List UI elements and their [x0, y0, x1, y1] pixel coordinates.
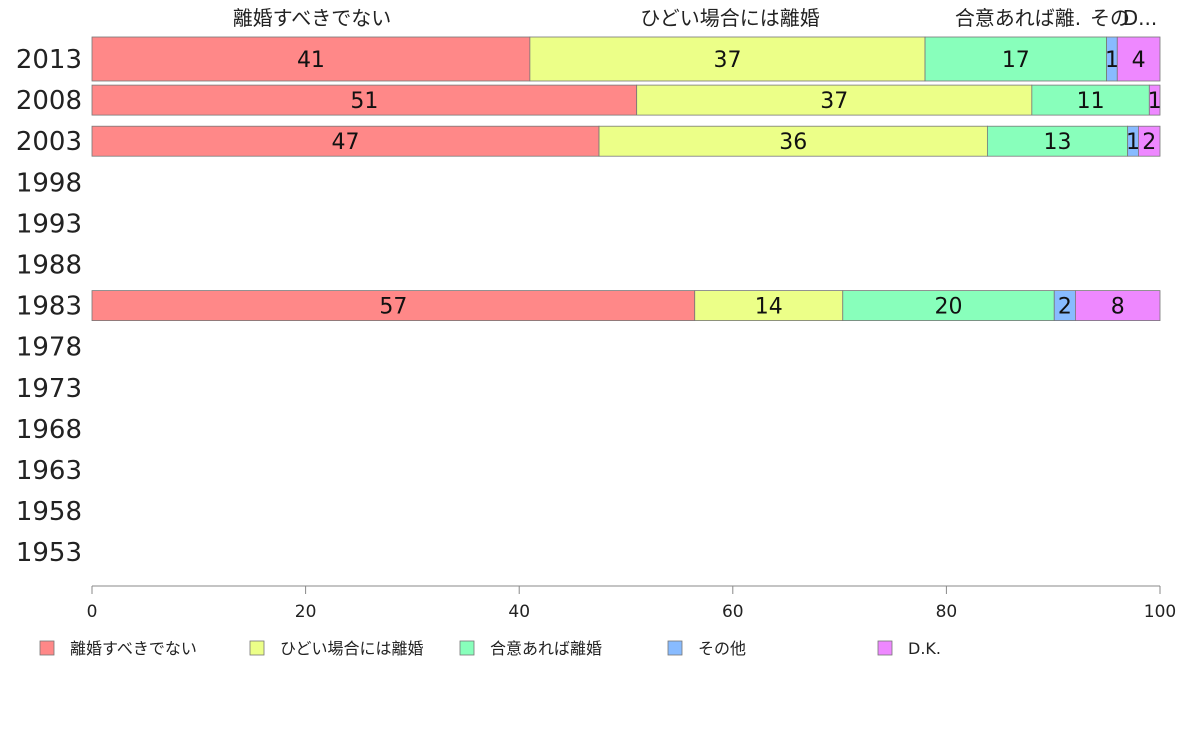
legend-swatch	[667, 640, 683, 656]
bar-value-label: 1	[1148, 89, 1162, 114]
bar-segment	[1148, 84, 1161, 116]
legend-swatch	[459, 640, 475, 656]
top-series-labels: 離婚すべきでない ひどい場合には離婚 合意あれば離. そのD...	[233, 6, 1158, 30]
bar-segment	[91, 84, 638, 116]
bar-segment	[842, 290, 1055, 322]
bar-value-label: 37	[713, 48, 741, 73]
top-series-label: 合意あれば離.	[955, 6, 1081, 30]
bar-value-label: 57	[379, 295, 407, 320]
bar-segment	[986, 125, 1129, 157]
bar-value-label: 2	[1142, 130, 1156, 155]
bar-segment	[529, 36, 926, 82]
bar-value-label: 17	[1002, 48, 1030, 73]
year-label: 1988	[16, 251, 82, 281]
legend-swatch	[877, 640, 893, 656]
bar-segment	[924, 36, 1107, 82]
year-label: 1968	[16, 415, 82, 445]
top-series-label: D...	[1123, 6, 1157, 30]
year-label: 1958	[16, 497, 82, 527]
x-tick-label: 80	[936, 602, 958, 622]
top-series-label: ひどい場合には離婚	[640, 6, 819, 30]
bar-value-label: 13	[1044, 130, 1072, 155]
legend-swatch	[39, 640, 55, 656]
year-label: 2013	[16, 45, 82, 75]
year-label: 1998	[16, 168, 82, 198]
bar-value-label: 2	[1058, 295, 1072, 320]
top-series-label: 離婚すべきでない	[233, 6, 392, 30]
legend-label: D.K.	[908, 639, 941, 658]
bar-value-label: 1	[1105, 48, 1119, 73]
legend-label: ひどい場合には離婚	[280, 639, 424, 658]
x-tick-label: 100	[1144, 602, 1176, 622]
x-tick-label: 0	[87, 602, 98, 622]
bar-segment	[91, 36, 531, 82]
legend-label: 合意あれば離婚	[490, 639, 602, 658]
year-label: 1973	[16, 374, 82, 404]
year-label: 1978	[16, 333, 82, 363]
bar-segment	[1075, 290, 1161, 322]
year-label: 2003	[16, 127, 82, 157]
bar-value-label: 8	[1111, 295, 1125, 320]
bar-value-label: 4	[1132, 48, 1146, 73]
bar-segment	[636, 84, 1033, 116]
bar-segment	[1116, 36, 1161, 82]
x-axis: 0 20 40 60 80 100	[87, 585, 1176, 622]
bar-segment	[694, 290, 844, 322]
bar-segment	[598, 125, 988, 157]
legend-swatch	[249, 640, 265, 656]
legend: 離婚すべきでない ひどい場合には離婚 合意あれば離婚 その他 D.K.	[39, 639, 941, 658]
bar-value-label: 11	[1077, 89, 1105, 114]
bar-value-label: 14	[755, 295, 783, 320]
legend-label: 離婚すべきでない	[70, 639, 197, 658]
year-label: 1953	[16, 538, 82, 568]
x-tick-label: 60	[722, 602, 744, 622]
bar-segment	[91, 125, 600, 157]
bar-value-label: 47	[332, 130, 360, 155]
top-series-label: その	[1090, 6, 1130, 30]
year-label: 2008	[16, 86, 82, 116]
bar-segment	[1031, 84, 1150, 116]
legend-label: その他	[698, 639, 746, 658]
year-label: 1963	[16, 456, 82, 486]
bar-value-label: 20	[935, 295, 963, 320]
bar-value-label: 41	[297, 48, 325, 73]
year-label: 1983	[16, 292, 82, 322]
bar-segment	[1138, 125, 1161, 157]
bar-value-label: 37	[820, 89, 848, 114]
year-label: 1993	[16, 209, 82, 239]
bar-value-label: 1	[1126, 130, 1140, 155]
x-tick-label: 20	[295, 602, 317, 622]
bar-segment	[91, 290, 696, 322]
x-tick-label: 40	[508, 602, 530, 622]
bar-value-label: 51	[350, 89, 378, 114]
bar-value-label: 36	[779, 130, 807, 155]
